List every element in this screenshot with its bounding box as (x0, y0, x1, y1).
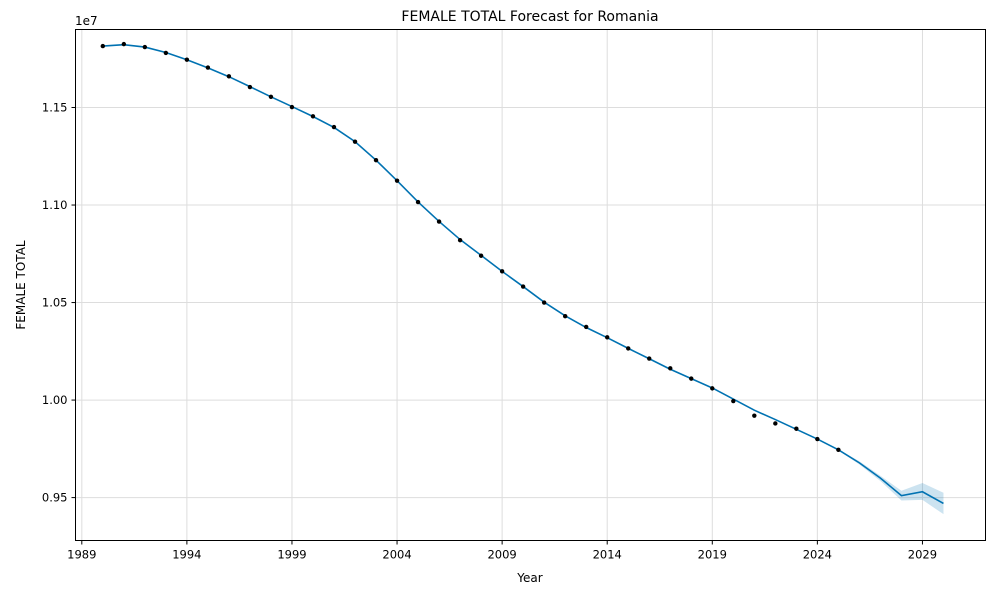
observed-point (184, 57, 190, 62)
observed-point (457, 237, 463, 243)
x-tick-label: 2009 (487, 548, 516, 562)
x-tick-label: 2014 (593, 548, 622, 562)
observed-point (289, 104, 295, 110)
observed-point (478, 253, 484, 258)
observed-point (205, 65, 211, 70)
observed-point (836, 447, 841, 453)
x-tick-label: 2019 (698, 548, 727, 562)
observed-point (541, 300, 547, 305)
x-axis-ticks: 1989 1994 1999 2004 2009 2014 2019 2024 2029 (67, 540, 937, 562)
x-tick-label: 1989 (67, 548, 96, 562)
observed-point (331, 124, 337, 130)
y-axis-label: FEMALE TOTAL (14, 240, 28, 330)
observed-point (373, 157, 379, 163)
observed-point (626, 346, 631, 351)
observed-point (142, 44, 148, 50)
observed-point (310, 114, 316, 119)
x-tick-label: 2024 (803, 548, 832, 562)
y-tick-label: 1.05 (42, 296, 68, 310)
observed-point (415, 199, 421, 205)
plot-area-frame (75, 29, 986, 541)
x-axis-label: Year (516, 571, 542, 585)
y-tick-label: 1.15 (42, 101, 68, 115)
observed-point (689, 376, 694, 381)
x-tick-label: 1999 (277, 548, 306, 562)
observed-point (815, 436, 820, 442)
observed-point (247, 84, 253, 90)
observed-point (394, 178, 400, 183)
observed-point (226, 74, 232, 79)
observed-point (668, 366, 673, 371)
observed-point (499, 269, 505, 274)
y-axis-offset-label: 1e7 (75, 14, 98, 28)
observed-point (436, 219, 442, 224)
observed-point (794, 426, 799, 431)
observed-point (100, 43, 106, 49)
observed-point (562, 314, 568, 319)
observed-point (352, 139, 358, 144)
x-tick-label: 1994 (172, 548, 201, 562)
y-axis-ticks: 0.95 1.00 1.05 1.10 1.15 (42, 101, 76, 505)
y-tick-label: 1.10 (42, 198, 68, 212)
y-tick-label: 1.00 (42, 393, 68, 407)
grid-lines (75, 29, 986, 541)
x-tick-label: 2029 (908, 548, 937, 562)
observed-point (583, 324, 589, 330)
observed-points-layer (100, 41, 841, 453)
observed-point (710, 386, 715, 391)
observed-point (520, 284, 526, 289)
observed-point (731, 398, 736, 404)
observed-point (121, 41, 127, 47)
observed-point (647, 356, 652, 361)
observed-point (605, 335, 610, 340)
chart-title: FEMALE TOTAL Forecast for Romania (401, 9, 658, 25)
y-tick-label: 0.95 (42, 491, 68, 505)
observed-point (163, 50, 169, 56)
observed-point (268, 94, 274, 99)
observed-point (773, 421, 778, 426)
x-tick-label: 2004 (382, 548, 411, 562)
observed-point (752, 413, 757, 418)
